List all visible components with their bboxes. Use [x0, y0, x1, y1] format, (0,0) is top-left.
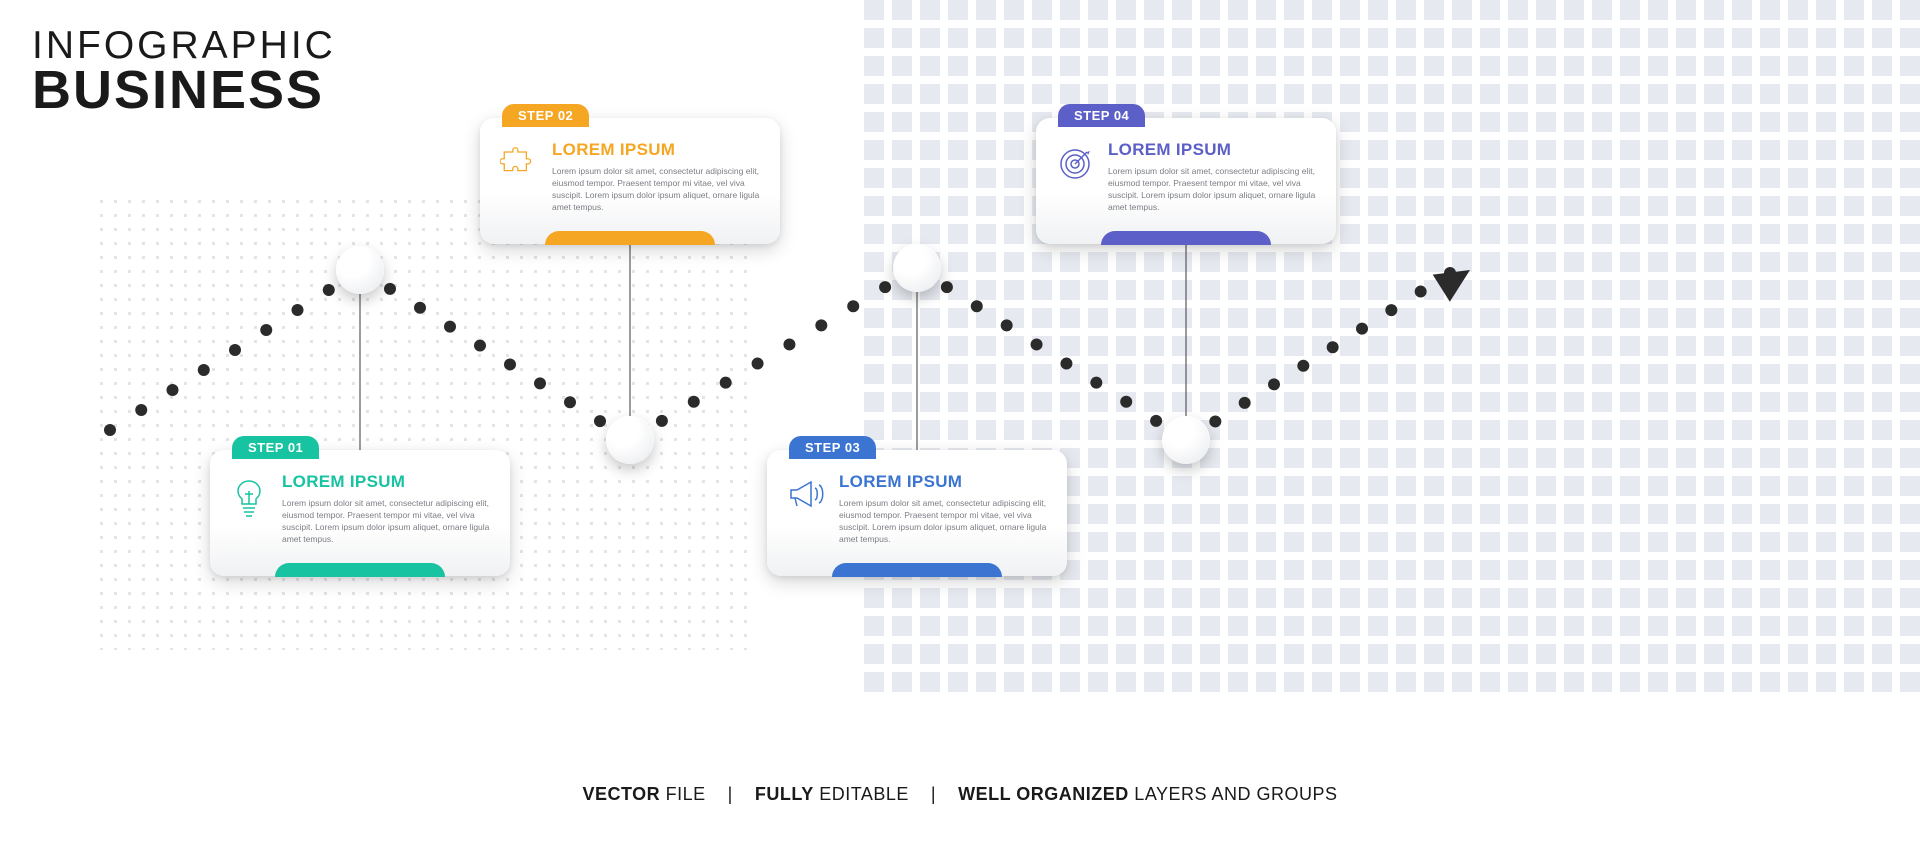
timeline-node	[606, 416, 654, 464]
lightbulb-icon	[226, 472, 272, 518]
step-tab: STEP 02	[502, 104, 589, 127]
timeline-node	[893, 244, 941, 292]
footer-light: FILE	[666, 784, 706, 804]
target-icon	[1052, 140, 1098, 182]
card-bottom-accent	[832, 563, 1002, 577]
step-card: STEP 01 LOREM IPSUMLorem ipsum dolor sit…	[210, 450, 510, 576]
footer-bold: VECTOR	[582, 784, 660, 804]
card-body-text: Lorem ipsum dolor sit amet, consectetur …	[839, 498, 1049, 546]
card-heading: LOREM IPSUM	[839, 472, 1049, 492]
step-tab: STEP 04	[1058, 104, 1145, 127]
footer-light: LAYERS AND GROUPS	[1134, 784, 1337, 804]
connector-line	[1186, 241, 1187, 416]
footer-features: VECTOR FILE|FULLY EDITABLE|WELL ORGANIZE…	[582, 784, 1337, 805]
card-body-text: Lorem ipsum dolor sit amet, consectetur …	[1108, 166, 1318, 214]
card-heading: LOREM IPSUM	[282, 472, 492, 492]
connector-line	[630, 241, 631, 416]
step-tab: STEP 01	[232, 436, 319, 459]
footer-light: EDITABLE	[819, 784, 909, 804]
footer-bold: WELL ORGANIZED	[958, 784, 1129, 804]
timeline-node	[1162, 416, 1210, 464]
megaphone-icon	[783, 472, 829, 510]
card-body-text: Lorem ipsum dolor sit amet, consectetur …	[552, 166, 762, 214]
step-card: STEP 03 LOREM IPSUMLorem ipsum dolor sit…	[767, 450, 1067, 576]
connector-line	[360, 294, 361, 450]
title-line-2: BUSINESS	[32, 63, 336, 117]
step-card: STEP 02 LOREM IPSUMLorem ipsum dolor sit…	[480, 118, 780, 244]
card-bottom-accent	[1101, 231, 1271, 245]
zigzag-path	[0, 0, 1920, 845]
step-card: STEP 04 LOREM IPSUMLorem ipsum dolor sit…	[1036, 118, 1336, 244]
card-bottom-accent	[545, 231, 715, 245]
card-body-text: Lorem ipsum dolor sit amet, consectetur …	[282, 498, 492, 546]
card-heading: LOREM IPSUM	[1108, 140, 1318, 160]
puzzle-icon	[496, 140, 542, 176]
footer-bold: FULLY	[755, 784, 814, 804]
timeline-node	[336, 246, 384, 294]
connector-line	[917, 292, 918, 450]
step-tab: STEP 03	[789, 436, 876, 459]
card-bottom-accent	[275, 563, 445, 577]
card-heading: LOREM IPSUM	[552, 140, 762, 160]
main-title: INFOGRAPHIC BUSINESS	[32, 26, 336, 117]
